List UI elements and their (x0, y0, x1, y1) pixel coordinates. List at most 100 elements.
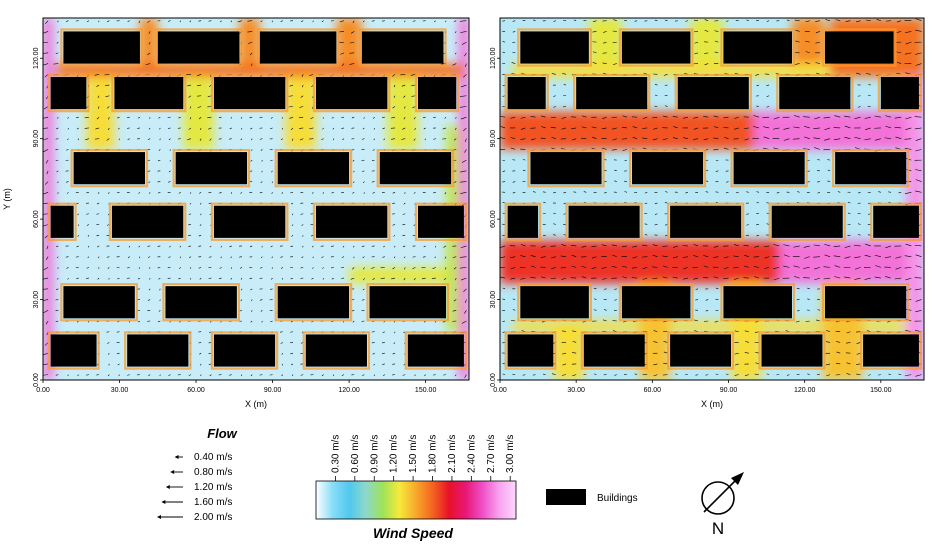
left-flow-vector (331, 245, 334, 247)
right-flow-vector (752, 126, 760, 129)
right-flow-vector (915, 52, 922, 55)
left-flow-vector (444, 116, 447, 119)
left-building-halo (162, 283, 240, 322)
right-flow-vector (896, 51, 902, 54)
left-flow-vector (301, 224, 304, 226)
left-building (165, 286, 237, 319)
right-flow-vector (572, 352, 577, 354)
right-building (873, 205, 919, 238)
right-flow-vector (895, 136, 902, 139)
left-flow-vector (412, 267, 416, 270)
left-flow-vector (281, 363, 284, 366)
right-flow-vector (734, 374, 739, 376)
right-flow-vector (783, 244, 790, 247)
left-flow-vector (251, 299, 253, 302)
right-flow-vector (755, 351, 760, 354)
left-flow-vector (86, 267, 90, 269)
left-building-halo (414, 73, 460, 113)
right-flow-vector (553, 212, 556, 215)
right-flow-vector (915, 374, 922, 377)
right-building (583, 334, 645, 367)
right-building-halo (870, 202, 923, 241)
left-flow-vector (435, 245, 437, 248)
left-flow-vector (147, 299, 151, 301)
right-building (824, 31, 894, 64)
left-flow-vector (200, 213, 202, 216)
left-flow-vector (373, 127, 375, 130)
right-flow-vector (813, 137, 820, 139)
left-flow-vector (410, 74, 416, 76)
right-flow-vector (865, 73, 871, 75)
right-flow-vector (512, 192, 516, 194)
left-x-ticks: 0.00 30.00 60.00 90.00 120.00 150.00 (36, 380, 436, 394)
left-building-halo (47, 202, 77, 241)
left-flow-vector (309, 74, 314, 77)
right-flow-vector (854, 267, 861, 270)
left-flow-vector (56, 288, 59, 291)
colorbar-ticks: 0.30 m/s 0.60 m/s 0.90 m/s 1.20 m/s 1.50 m/s… (330, 435, 516, 481)
left-flow-vector (432, 267, 436, 269)
right-flow-vector (805, 51, 810, 54)
left-flow-vector (423, 245, 426, 248)
right-flow-vector (611, 266, 617, 268)
left-flow-vector (321, 256, 324, 258)
left-flow-vector (241, 288, 243, 291)
left-building (315, 76, 388, 110)
left-flow-vector (55, 159, 59, 162)
left-flow-vector (361, 299, 365, 301)
left-flow-vector (209, 138, 212, 141)
left-flow-vector (464, 374, 467, 378)
left-flow-vector (86, 192, 89, 194)
left-flow-vector (137, 320, 141, 323)
right-flow-vector (693, 277, 699, 280)
right-flow-vector (662, 276, 668, 279)
left-flow-vector (361, 138, 365, 140)
right-building (621, 31, 691, 64)
right-flow-vector (856, 72, 861, 75)
left-flow-vector (270, 288, 273, 290)
left-building-halo (47, 331, 100, 370)
right-flow-vector (827, 169, 831, 172)
left-flow-vector (167, 181, 171, 183)
left-flow-vector (339, 20, 345, 23)
left-flow-vector (280, 342, 283, 344)
right-flow-vector (602, 31, 607, 33)
left-flow-vector (413, 277, 416, 281)
right-flow-vector (754, 276, 760, 279)
left-flow-vector (452, 63, 457, 66)
right-flow-vector (865, 19, 871, 21)
left-flow-vector (302, 245, 304, 248)
right-flow-vector (817, 192, 821, 194)
left-flow-vector (239, 267, 243, 269)
right-flow-vector (591, 256, 597, 259)
left-flow-vector (464, 52, 467, 57)
right-flow-vector (510, 116, 516, 119)
left-flow-vector (137, 277, 141, 280)
right-flow-vector (663, 362, 668, 365)
right-building-halo (877, 73, 923, 113)
right-buildings (504, 28, 923, 370)
right-flow-vector (510, 256, 516, 258)
right-flow-vector (634, 373, 638, 375)
right-flow-vector (786, 19, 790, 21)
right-flow-vector (512, 20, 516, 22)
left-flow-vector (461, 320, 467, 324)
right-flow-vector (743, 127, 749, 130)
left-flow-vector (117, 363, 120, 366)
right-y-tick-label: 120.00 (490, 47, 497, 69)
right-flow-vector (795, 40, 800, 43)
left-flow-vector (199, 192, 202, 194)
left-flow-vector (363, 181, 365, 184)
right-flow-vector (550, 277, 556, 280)
right-flow-vector (500, 256, 506, 259)
right-flow-vector (632, 256, 638, 259)
left-flow-vector (127, 20, 130, 22)
colorbar-legend: 0.30 m/s 0.60 m/s 0.90 m/s 1.20 m/s 1.50 m/s… (315, 435, 517, 541)
right-flow-vector (764, 267, 770, 269)
left-flow-vector (249, 52, 253, 56)
right-flow-vector (642, 137, 648, 139)
right-flow-vector (854, 136, 861, 139)
right-flow-vector (553, 223, 556, 225)
right-flow-vector (734, 352, 739, 355)
left-flow-vector (106, 256, 110, 258)
